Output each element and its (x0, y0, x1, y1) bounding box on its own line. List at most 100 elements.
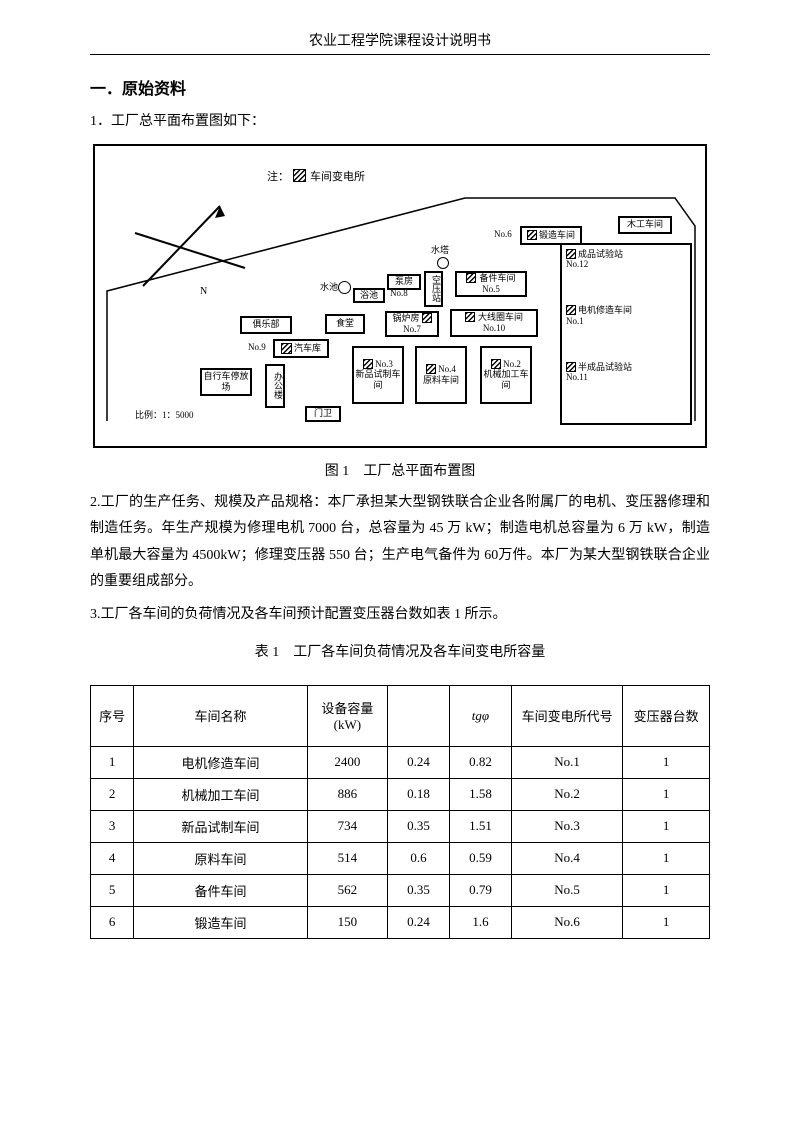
pool-label: 水池 (320, 283, 338, 293)
table-cell: 1.6 (450, 906, 512, 938)
para-2: 2.工厂的生产任务、规模及产品规格：本厂承担某大型钢铁联合企业各附属厂的电机、变… (90, 490, 710, 596)
table-cell: 4 (91, 842, 134, 874)
hatch-icon (566, 305, 576, 315)
bldg-bike: 自行车停放场 (200, 368, 252, 396)
tower-circle (437, 257, 449, 269)
factory-plan-figure: 注： 车间变电所 N 比例：1：5000 俱乐部 No.9 汽车库 自行车停放场… (93, 144, 707, 448)
figure-caption: 图 1 工厂总平面布置图 (90, 460, 710, 480)
table-cell: 514 (307, 842, 387, 874)
table-cell: 1 (91, 746, 134, 778)
no12-label: No.12 (566, 259, 588, 269)
bldg-spare-label: 备件车间 (479, 273, 515, 283)
table-cell: 734 (307, 810, 387, 842)
bldg-office: 办公楼 (265, 364, 285, 408)
bldg-club-label: 俱乐部 (242, 319, 290, 329)
no5-label: No.5 (457, 284, 525, 294)
table-cell: No.3 (511, 810, 622, 842)
bldg-pump-label: 泵房 (389, 276, 419, 286)
th-cap: 设备容量(kW) (307, 685, 387, 746)
table-cell: 新品试制车间 (134, 810, 307, 842)
legend-label-2: 车间变电所 (310, 168, 365, 184)
hatch-icon (363, 359, 373, 369)
bldg-office-label: 办公楼 (267, 372, 283, 399)
table-cell: 1.51 (450, 810, 512, 842)
th-no: 序号 (91, 685, 134, 746)
table-cell: No.6 (511, 906, 622, 938)
table-cell: 机械加工车间 (134, 778, 307, 810)
table-cell: 0.6 (388, 842, 450, 874)
table-cell: 150 (307, 906, 387, 938)
table-cell: 1 (623, 778, 710, 810)
semi-label: 半成品试验站 (578, 362, 632, 372)
bldg-coil: 大线圈车间 No.10 (450, 309, 538, 337)
bldg-gate: 门卫 (305, 406, 341, 422)
th-tg-text: tgφ (472, 708, 489, 723)
hatch-icon (527, 230, 537, 240)
table-row: 1电机修造车间24000.240.82No.11 (91, 746, 710, 778)
bldg-garage-label: 汽车库 (294, 343, 321, 353)
bldg-no2: No.2 机械加工车间 (480, 346, 532, 404)
bldg-no4-label: 原料车间 (417, 375, 465, 385)
hatch-icon (426, 364, 436, 374)
table-cell: 原料车间 (134, 842, 307, 874)
table-cell: 电机修造车间 (134, 746, 307, 778)
table-cell: 1.58 (450, 778, 512, 810)
bldg-canteen: 食堂 (325, 314, 365, 334)
table-cell: 0.35 (388, 874, 450, 906)
th-code: 车间变电所代号 (511, 685, 622, 746)
table-cell: No.1 (511, 746, 622, 778)
no4-label: No.4 (438, 364, 456, 374)
table-row: 5备件车间5620.350.79No.51 (91, 874, 710, 906)
no7-label: No.7 (387, 324, 437, 334)
bldg-forge-label: 锻造车间 (539, 230, 575, 240)
table-cell: No.4 (511, 842, 622, 874)
table-cell: 5 (91, 874, 134, 906)
legend: 注： 车间变电所 (267, 168, 365, 184)
table-cell: 1 (623, 842, 710, 874)
intro-line-1: 1．工厂总平面布置图如下： (90, 109, 710, 136)
pool-circle (338, 281, 351, 294)
bldg-no4: No.4 原料车间 (415, 346, 467, 404)
compass-icon (125, 198, 255, 296)
no3-label: No.3 (375, 359, 393, 369)
hatch-icon (466, 273, 476, 283)
table-row: 4原料车间5140.60.59No.41 (91, 842, 710, 874)
legend-swatch (293, 169, 306, 182)
no1-label: No.1 (566, 316, 584, 326)
bldg-wood-label: 木工车间 (620, 219, 670, 229)
para-3: 3.工厂各车间的负荷情况及各车间预计配置变压器台数如表 1 所示。 (90, 602, 710, 629)
bldg-boiler: 锅炉房 No.7 (385, 311, 439, 337)
page-header: 农业工程学院课程设计说明书 (90, 30, 710, 55)
bldg-no2-label: 机械加工车间 (482, 369, 530, 390)
bldg-right-block: 成品试验站 No.12 电机修造车间 No.1 半成品试验站 No.11 (560, 243, 692, 425)
bldg-air-label: 空压站 (426, 275, 441, 302)
hatch-icon (566, 362, 576, 372)
table-cell: 2 (91, 778, 134, 810)
table-cell: 6 (91, 906, 134, 938)
table-cell: 0.24 (388, 906, 450, 938)
table-cell: 锻造车间 (134, 906, 307, 938)
table-cell: 0.18 (388, 778, 450, 810)
no8-label: No.8 (390, 289, 408, 299)
table-cell: No.5 (511, 874, 622, 906)
no11-label: No.11 (566, 372, 588, 382)
no6-label: No.6 (494, 230, 512, 240)
bldg-no3: No.3 新品试制车间 (352, 346, 404, 404)
table-row: 2机械加工车间8860.181.58No.21 (91, 778, 710, 810)
table-cell: 0.59 (450, 842, 512, 874)
table-cell: 0.82 (450, 746, 512, 778)
table-cell: 3 (91, 810, 134, 842)
table-cell: 0.24 (388, 746, 450, 778)
th-count: 变压器台数 (623, 685, 710, 746)
table-cell: 0.35 (388, 810, 450, 842)
table-cell: 1 (623, 906, 710, 938)
bldg-boiler-label: 锅炉房 (392, 313, 419, 323)
table-row: 6锻造车间1500.241.6No.61 (91, 906, 710, 938)
table-cell: 0.79 (450, 874, 512, 906)
no2-label: No.2 (503, 359, 521, 369)
table-row: 3新品试制车间7340.351.51No.31 (91, 810, 710, 842)
bldg-coil-label: 大线圈车间 (478, 312, 523, 322)
table-cell: 562 (307, 874, 387, 906)
table-cell: 1 (623, 746, 710, 778)
section-heading: 一．原始资料 (90, 75, 710, 99)
